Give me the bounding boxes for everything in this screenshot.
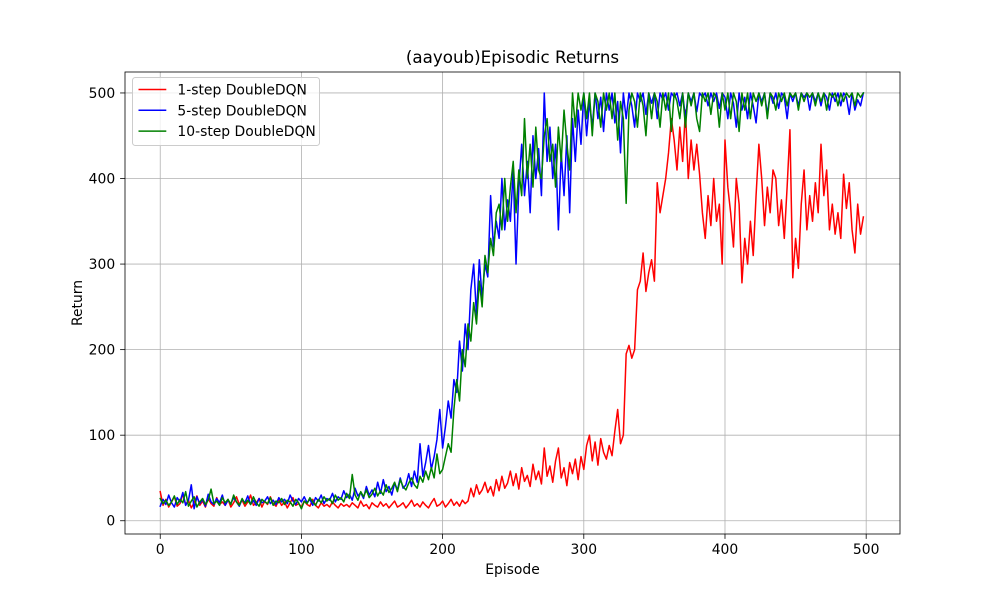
y-tick-label: 100 xyxy=(89,428,116,444)
legend-box xyxy=(132,77,320,146)
x-tick-label: 300 xyxy=(571,542,598,558)
axes-frame xyxy=(124,71,901,535)
y-tick-label: 0 xyxy=(106,514,115,530)
x-tick-label: 400 xyxy=(712,542,739,558)
y-axis-ticks: 0 100 200 300 400 500 xyxy=(89,86,125,530)
legend-entry: 10-step DoubleDQN xyxy=(138,124,316,140)
plot-area xyxy=(125,72,900,534)
x-axis-label: Episode xyxy=(485,562,540,578)
legend-entry: 5-step DoubleDQN xyxy=(138,103,307,119)
series-line-1-step-doubledqn xyxy=(159,109,865,510)
y-tick-label: 500 xyxy=(89,86,116,102)
legend-label: 1-step DoubleDQN xyxy=(177,83,307,99)
y-tick-label: 300 xyxy=(89,257,116,273)
x-tick-label: 500 xyxy=(853,542,880,558)
series-line-10-step-doubledqn xyxy=(159,91,865,510)
x-tick-label: 0 xyxy=(156,542,165,558)
x-axis-ticks: 0 100 200 300 400 500 xyxy=(156,534,880,558)
chart-title: (aayoub)Episodic Returns xyxy=(406,47,619,67)
legend-entry: 1-step DoubleDQN xyxy=(138,83,307,99)
series-lines xyxy=(159,91,865,510)
y-axis-label: Return xyxy=(70,280,86,326)
y-tick-label: 400 xyxy=(89,172,116,188)
legend: 1-step DoubleDQN 5-step DoubleDQN 10-step … xyxy=(132,77,320,146)
legend-label: 10-step DoubleDQN xyxy=(177,124,315,140)
x-tick-label: 100 xyxy=(288,542,315,558)
legend-label: 5-step DoubleDQN xyxy=(177,103,307,119)
y-tick-label: 200 xyxy=(89,343,116,359)
x-tick-label: 200 xyxy=(429,542,456,558)
